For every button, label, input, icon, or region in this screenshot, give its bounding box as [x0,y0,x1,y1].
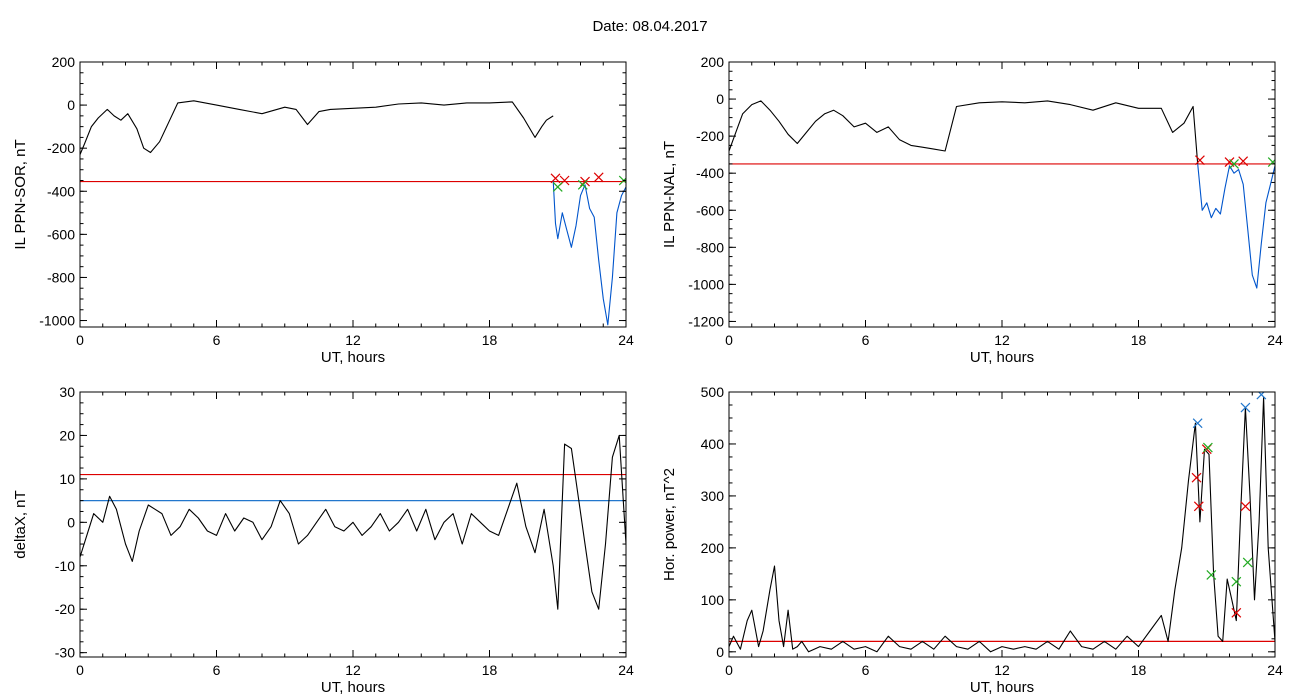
x-tick-label: 0 [725,332,733,348]
x-axis-label: UT, hours [321,679,385,696]
x-tick-label: 0 [76,662,84,678]
series-line-1 [552,180,626,326]
x-tick-label: 18 [1131,332,1147,348]
x-tick-label: 24 [618,662,634,678]
y-tick-label: 500 [701,384,725,400]
y-tick-label: 0 [67,514,75,530]
x-tick-label: 18 [1131,662,1147,678]
x-tick-label: 18 [482,662,498,678]
y-tick-label: -30 [55,645,75,661]
series-line-0 [80,100,554,155]
x-tick-label: 6 [213,662,221,678]
x-tick-label: 12 [345,332,361,348]
y-tick-label: -1000 [688,276,724,292]
y-tick-label: 200 [52,54,76,70]
y-tick-label: 10 [59,471,75,487]
y-axis-label: IL PPN-SOR, nT [12,139,29,249]
event-marker [1202,442,1213,453]
x-tick-label: 12 [994,662,1010,678]
x-tick-label: 24 [618,332,634,348]
x-tick-label: 6 [862,332,870,348]
y-axis-label: deltaX, nT [12,490,29,558]
series-line-0 [729,100,1199,164]
event-marker [1191,472,1202,483]
y-tick-label: 100 [701,592,725,608]
x-tick-label: 24 [1267,662,1283,678]
y-tick-label: -600 [696,202,724,218]
y-tick-label: 20 [59,427,75,443]
event-marker [1240,501,1251,512]
x-tick-label: 0 [725,662,733,678]
series-line-0 [729,396,1275,653]
event-marker [1229,158,1239,169]
y-tick-label: 30 [59,384,75,400]
event-marker [1242,557,1253,568]
event-marker [1231,607,1242,618]
event-marker [1231,576,1242,587]
y-tick-label: -800 [696,239,724,255]
x-tick-label: 12 [345,662,361,678]
plot-area [80,434,626,610]
event-marker [1195,155,1205,166]
y-tick-label: -400 [696,165,724,181]
y-tick-label: -1200 [688,313,724,329]
y-tick-label: -1000 [39,313,75,329]
y-tick-label: 0 [67,97,75,113]
chart-hor-power: 0 6 12 18 24 0 100 200 300 400 500 UT, hours Hor. po… [661,384,1283,696]
y-tick-label: 400 [701,436,725,452]
event-marker [1240,402,1251,413]
y-tick-label: -20 [55,601,75,617]
x-tick-label: 24 [1267,332,1283,348]
event-marker [1192,418,1203,429]
y-tick-label: -200 [696,128,724,144]
chart-nal: 0 6 12 18 24 -1200 -1000 -800 -600 -400 -200 0 200 UT… [661,54,1283,366]
plot-frame [728,391,1276,658]
y-tick-label: -200 [47,140,75,156]
plot-area [729,392,1275,653]
y-tick-label: 200 [701,54,725,70]
y-tick-label: -400 [47,183,75,199]
x-tick-label: 18 [482,332,498,348]
x-axis-label: UT, hours [970,679,1034,696]
x-tick-label: 6 [213,332,221,348]
y-tick-label: -800 [47,269,75,285]
y-tick-label: -10 [55,558,75,574]
y-tick-label: 0 [716,91,724,107]
event-marker [552,182,563,192]
event-marker [577,179,588,190]
y-axis-label: IL PPN-NAL, nT [661,141,678,248]
series-line-0 [80,434,626,610]
plot-area [80,100,626,326]
event-marker [593,172,604,183]
x-axis-label: UT, hours [321,349,385,366]
event-marker [1193,501,1204,512]
page-title: Date: 08.04.2017 [592,18,708,35]
y-tick-label: -600 [47,226,75,242]
event-marker [550,173,561,184]
chart-deltax: 0 6 12 18 24 -30 -20 -10 0 10 20 30 UT, hours deltaX,… [12,384,634,696]
plot-frame [79,61,627,328]
x-tick-label: 0 [76,332,84,348]
event-marker [1206,569,1217,580]
y-tick-label: 200 [701,540,725,556]
event-marker [1238,156,1249,167]
chart-sor: 0 6 12 18 24 -1000 -800 -600 -400 -200 0 200 UT, hou… [12,54,634,366]
y-tick-label: 300 [701,488,725,504]
x-tick-label: 6 [862,662,870,678]
event-marker [1267,157,1275,167]
y-tick-label: 0 [716,644,724,660]
x-axis-label: UT, hours [970,349,1034,366]
event-marker [1256,392,1267,400]
y-axis-label: Hor. power, nT^2 [661,468,678,581]
x-tick-label: 12 [994,332,1010,348]
plot-frame [79,391,627,658]
plot-area [729,100,1275,289]
series-line-1 [1197,163,1275,289]
